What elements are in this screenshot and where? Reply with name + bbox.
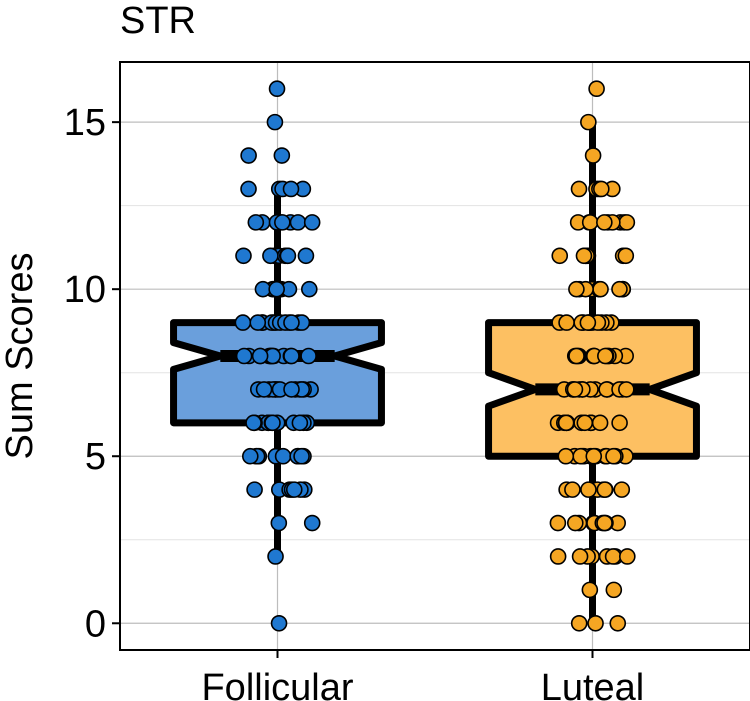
data-point: [549, 514, 567, 532]
data-point: [300, 347, 317, 365]
data-point: [266, 113, 284, 131]
data-point: [279, 247, 297, 265]
data-point: [240, 147, 257, 164]
data-point: [247, 214, 265, 231]
data-point: [571, 548, 589, 565]
data-point: [285, 481, 303, 498]
data-point: [596, 481, 614, 498]
data-point: [618, 214, 636, 231]
box-follicular: [170, 319, 385, 427]
data-point: [581, 581, 599, 599]
data-point: [270, 614, 288, 632]
data-point: [255, 381, 273, 398]
data-point: [297, 247, 315, 265]
data-point: [618, 381, 635, 398]
data-point: [268, 80, 286, 98]
data-point: [570, 614, 588, 632]
data-point: [303, 514, 321, 532]
data-point: [596, 514, 613, 532]
data-point: [262, 247, 279, 265]
data-point: [581, 214, 599, 231]
data-point: [596, 214, 613, 231]
data-point: [254, 280, 272, 298]
y-tick-label: 5: [85, 436, 106, 478]
data-point: [584, 147, 602, 164]
data-point: [568, 280, 585, 298]
data-point: [549, 548, 567, 565]
data-point: [575, 247, 593, 265]
data-point: [283, 381, 300, 398]
data-point: [251, 347, 269, 365]
data-point: [568, 347, 585, 365]
data-point: [604, 548, 622, 565]
x-tick-label: Follicular: [201, 667, 353, 701]
data-point: [246, 481, 263, 498]
data-point: [564, 481, 581, 498]
y-tick-label: 15: [64, 102, 106, 144]
data-point: [593, 180, 610, 198]
y-tick-label: 10: [64, 269, 106, 311]
data-point: [235, 347, 253, 365]
data-point: [234, 314, 252, 331]
data-point: [283, 314, 300, 331]
data-point: [273, 147, 291, 164]
data-point: [558, 314, 575, 331]
data-point: [580, 113, 597, 131]
data-point: [609, 614, 627, 632]
data-point: [592, 280, 609, 298]
data-point: [235, 247, 252, 265]
x-axis: Follicular Luteal: [201, 650, 644, 701]
y-tick-label: 0: [85, 603, 106, 645]
data-point: [566, 381, 584, 398]
data-point: [245, 414, 262, 432]
data-point: [268, 280, 285, 298]
data-point: [579, 314, 597, 331]
data-point: [289, 214, 307, 231]
y-axis-title: Sum Scores: [0, 253, 41, 460]
x-tick-label: Luteal: [541, 667, 645, 701]
data-point: [274, 447, 292, 465]
data-point: [591, 414, 609, 432]
data-point: [303, 214, 321, 231]
plot-frame: [119, 61, 750, 651]
data-point: [274, 214, 291, 231]
data-point: [619, 548, 636, 565]
data-point: [585, 447, 603, 465]
data-point: [249, 314, 267, 331]
data-point: [570, 180, 588, 198]
data-points: [234, 80, 636, 632]
data-point: [264, 414, 281, 432]
chart-title: STR: [120, 0, 196, 42]
data-point: [283, 347, 300, 365]
data-point: [300, 280, 318, 298]
data-point: [291, 414, 309, 432]
data-point: [557, 447, 575, 465]
data-point: [587, 614, 604, 632]
data-point: [241, 447, 259, 465]
data-point: [270, 514, 288, 532]
data-point: [580, 481, 597, 498]
data-point: [240, 180, 257, 198]
data-point: [605, 447, 622, 465]
data-point: [566, 514, 584, 532]
data-point: [588, 80, 605, 98]
data-point: [611, 414, 628, 432]
data-point: [576, 414, 594, 432]
data-point: [293, 447, 310, 465]
data-point: [267, 548, 284, 565]
data-point: [557, 414, 575, 432]
data-point: [597, 347, 614, 365]
data-point: [605, 581, 623, 599]
y-axis: 0 5 10 15: [64, 102, 120, 645]
data-point: [551, 247, 569, 265]
data-point: [282, 180, 300, 198]
data-point: [611, 280, 628, 298]
data-point: [617, 247, 635, 265]
data-point: [613, 481, 631, 498]
